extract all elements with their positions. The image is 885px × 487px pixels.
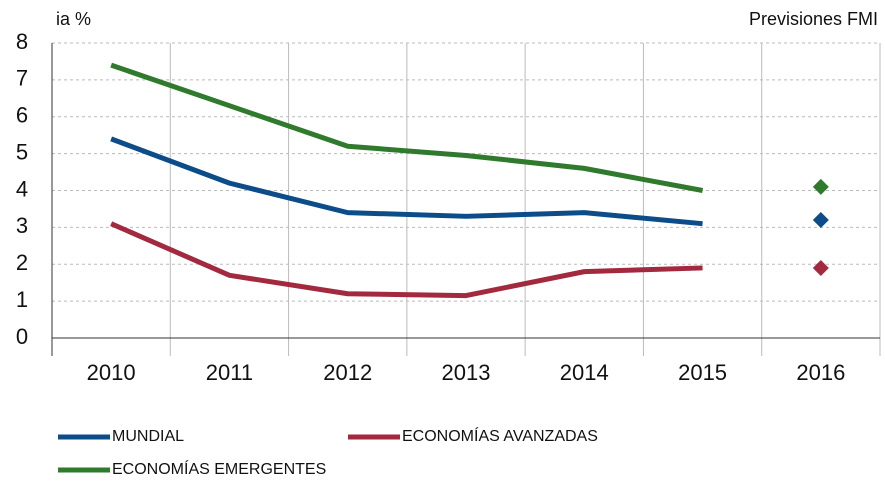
y-tick-label: 5 bbox=[16, 139, 28, 164]
y-tick-label: 4 bbox=[16, 176, 28, 201]
x-tick-label: 2012 bbox=[323, 360, 372, 385]
annotation: Previsiones FMI bbox=[749, 9, 878, 29]
forecast-marker bbox=[812, 212, 829, 228]
x-tick-label: 2015 bbox=[678, 360, 727, 385]
x-tick-label: 2013 bbox=[442, 360, 491, 385]
legend-label: MUNDIAL bbox=[112, 428, 184, 445]
y-tick-label: 3 bbox=[16, 213, 28, 238]
x-tick-label: 2014 bbox=[560, 360, 609, 385]
y-tick-label: 0 bbox=[16, 324, 28, 349]
y-tick-label: 8 bbox=[16, 29, 28, 54]
y-tick-label: 2 bbox=[16, 250, 28, 275]
legend-label: ECONOMÍAS EMERGENTES bbox=[112, 459, 326, 478]
forecast-marker bbox=[812, 178, 829, 195]
x-tick-label: 2010 bbox=[87, 360, 136, 385]
x-tick-label: 2016 bbox=[796, 360, 845, 385]
series-line bbox=[110, 221, 703, 299]
legend-label: ECONOMÍAS AVANZADAS bbox=[402, 426, 598, 445]
y-axis-label: ia % bbox=[56, 9, 91, 29]
y-tick-label: 1 bbox=[16, 287, 28, 312]
y-tick-label: 7 bbox=[16, 66, 28, 91]
x-tick-label: 2011 bbox=[206, 360, 253, 385]
series-line bbox=[110, 62, 704, 193]
series-line bbox=[110, 136, 703, 227]
forecast-marker bbox=[812, 259, 829, 276]
y-tick-label: 6 bbox=[16, 103, 28, 128]
